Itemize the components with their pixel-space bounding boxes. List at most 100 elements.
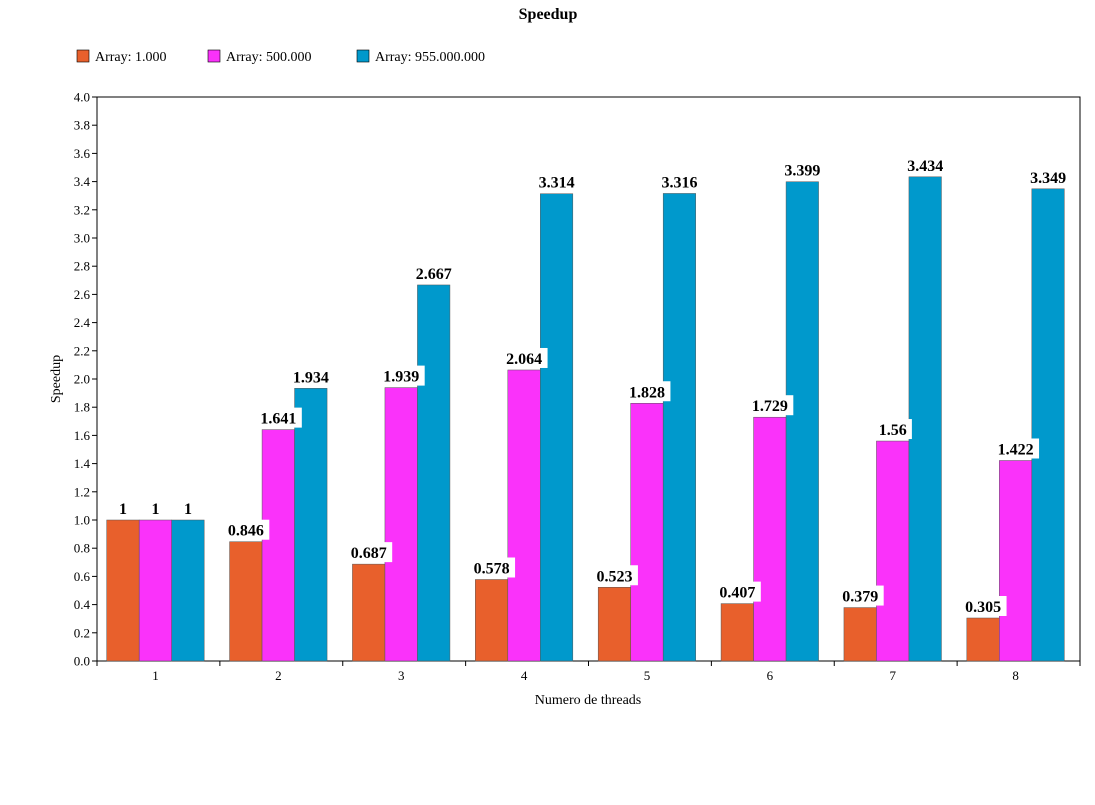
data-label: 1	[151, 501, 159, 518]
data-label: 1.828	[629, 384, 665, 401]
y-tick-label: 2.6	[74, 287, 91, 302]
data-label-bg	[500, 347, 548, 368]
data-label: 1.729	[752, 398, 788, 415]
data-label: 0.305	[965, 599, 1001, 616]
x-tick-label: 5	[644, 668, 651, 683]
data-label: 0.523	[596, 568, 632, 585]
bar	[475, 579, 509, 662]
bar	[753, 416, 787, 662]
data-label-bg	[222, 519, 270, 540]
legend-label: Array: 1.000	[95, 50, 167, 65]
y-tick-label: 3.2	[74, 202, 90, 217]
x-tick-label: 1	[152, 668, 159, 683]
bar	[630, 403, 664, 662]
data-label-bg	[533, 171, 581, 192]
bar	[966, 617, 1000, 662]
data-label: 3.349	[1030, 170, 1066, 187]
data-label-bg	[590, 565, 638, 586]
bar	[138, 519, 172, 662]
data-label: 0.578	[474, 561, 510, 578]
legend-label: Array: 500.000	[226, 50, 312, 65]
legend-swatch	[76, 49, 90, 63]
legend-swatch	[207, 49, 221, 63]
data-label-bg	[148, 498, 163, 518]
data-label-bg	[655, 171, 703, 192]
data-label-bg	[468, 557, 516, 578]
data-label-bg	[746, 395, 794, 416]
bar	[294, 388, 328, 662]
data-label: 1	[184, 501, 192, 518]
data-label: 3.316	[661, 174, 697, 191]
bar	[106, 519, 140, 662]
data-label: 0.846	[228, 523, 264, 540]
y-tick-label: 1.8	[74, 400, 90, 415]
y-tick-label: 1.4	[74, 456, 91, 471]
bar	[597, 587, 631, 662]
data-label-bg	[992, 438, 1040, 459]
bar	[843, 607, 877, 662]
bar	[171, 519, 205, 662]
y-tick-label: 3.6	[74, 146, 91, 161]
data-label-bg	[254, 407, 302, 428]
data-label-bg	[377, 365, 425, 386]
data-label: 2.667	[416, 266, 452, 283]
x-tick-label: 8	[1012, 668, 1019, 683]
bar	[999, 460, 1033, 662]
data-label-bg	[713, 581, 761, 602]
data-label-bg	[623, 381, 671, 402]
y-tick-label: 4.0	[74, 90, 90, 105]
data-label-bg	[115, 498, 130, 518]
data-label: 1	[119, 501, 127, 518]
y-tick-label: 2.2	[74, 343, 90, 358]
x-tick-label: 7	[889, 668, 896, 683]
data-label-bg	[901, 154, 949, 175]
bar	[876, 440, 910, 662]
data-label-bg	[836, 585, 884, 606]
y-axis-label: Speedup	[49, 355, 64, 403]
data-label-bg	[778, 159, 826, 180]
data-label: 2.064	[506, 351, 542, 368]
bar	[540, 193, 574, 662]
data-label: 3.399	[784, 163, 820, 180]
data-label-bg	[873, 419, 912, 440]
x-tick-label: 6	[767, 668, 774, 683]
y-tick-label: 0.4	[74, 597, 91, 612]
bar	[352, 563, 386, 662]
x-tick-label: 2	[275, 668, 282, 683]
data-label: 0.407	[719, 585, 755, 602]
y-tick-label: 3.8	[74, 118, 90, 133]
y-tick-label: 3.4	[74, 174, 91, 189]
bar	[1031, 188, 1065, 662]
bar	[908, 176, 942, 662]
data-label: 1.934	[293, 369, 329, 386]
data-label: 3.434	[907, 158, 943, 175]
bar	[229, 541, 263, 662]
y-tick-label: 0.2	[74, 625, 90, 640]
y-tick-label: 1.0	[74, 513, 90, 528]
legend: Array: 1.000 Array: 500.000 Array: 955.000…	[76, 49, 485, 65]
chart-title: Speedup	[519, 6, 578, 23]
legend-swatch	[356, 49, 370, 63]
data-label-bg	[345, 542, 393, 563]
plot-area: 0.0 0.2 0.4 0.6 0.8 1.0 1.2 1.4 1.6 1.8 2.0 2.2 2.4 2…	[74, 90, 1081, 683]
bar	[507, 369, 541, 662]
y-tick-label: 1.2	[74, 484, 90, 499]
bar	[662, 193, 696, 662]
bar	[720, 603, 754, 662]
y-tick-label: 0.0	[74, 654, 90, 669]
y-tick-label: 0.6	[74, 569, 91, 584]
y-tick-label: 2.4	[74, 315, 91, 330]
data-label: 1.939	[383, 369, 419, 386]
bar	[261, 429, 295, 662]
data-label: 0.379	[842, 589, 878, 606]
data-label-bg	[410, 262, 458, 283]
data-label-bg	[287, 366, 335, 387]
bar	[417, 284, 451, 662]
data-label: 1.56	[879, 422, 907, 439]
data-label: 3.314	[539, 175, 575, 192]
data-label: 0.687	[351, 545, 387, 562]
data-label: 1.641	[260, 411, 296, 428]
bar	[384, 387, 418, 662]
y-tick-label: 2.0	[74, 372, 90, 387]
